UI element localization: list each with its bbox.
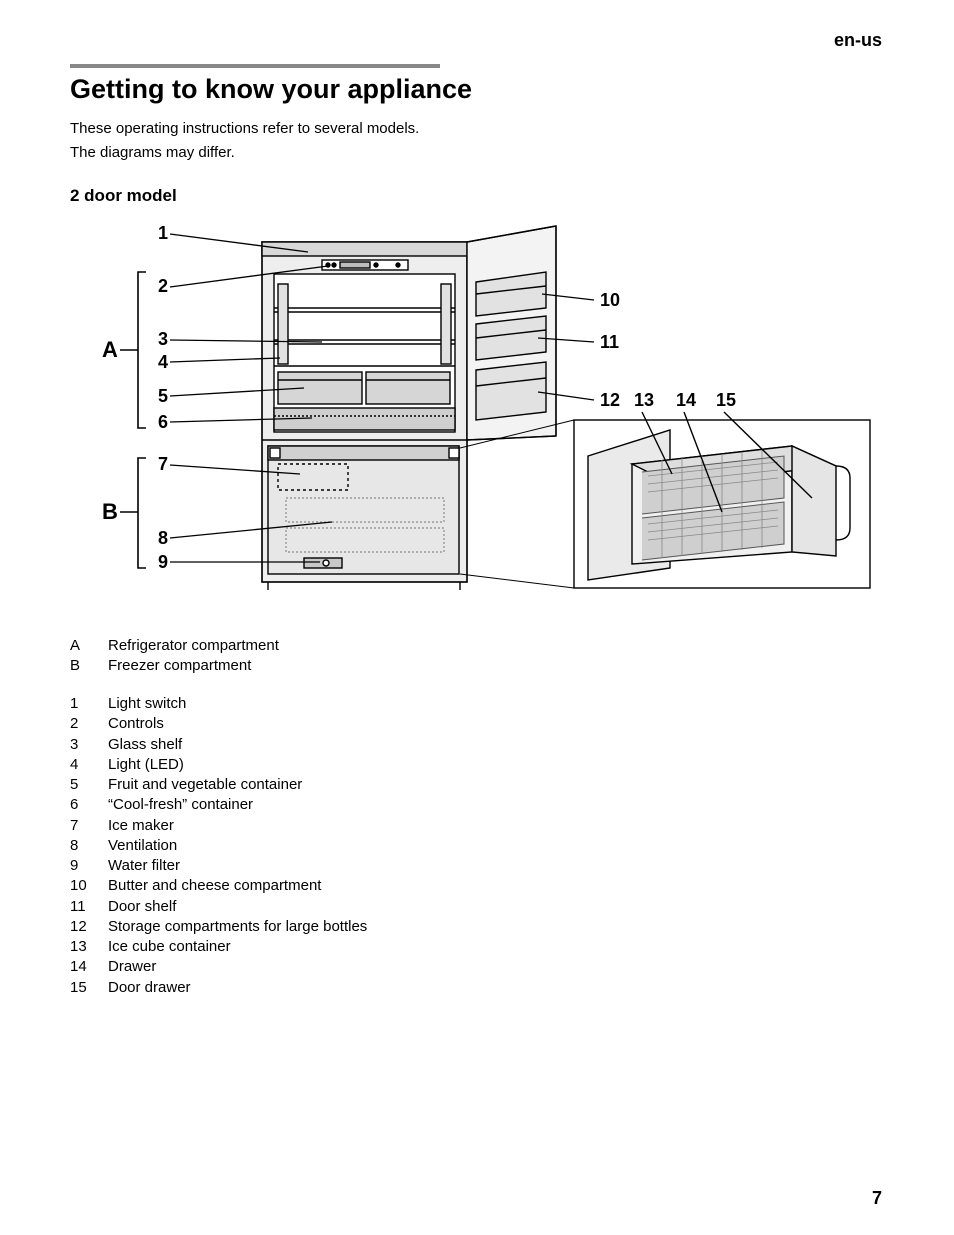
callout-7: 7 xyxy=(158,454,168,474)
legend-key: A xyxy=(70,636,108,656)
legend-key: 1 xyxy=(70,694,108,714)
legend-key: 15 xyxy=(70,978,108,998)
legend-text: Door shelf xyxy=(108,897,176,917)
language-code: en-us xyxy=(834,30,882,51)
legend-key: 6 xyxy=(70,795,108,815)
callout-9: 9 xyxy=(158,552,168,572)
legend-row: 12Storage compartments for large bottles xyxy=(70,917,884,937)
page-number: 7 xyxy=(872,1188,882,1209)
manual-page: en-us Getting to know your appliance The… xyxy=(0,0,954,1235)
legend-key: 9 xyxy=(70,856,108,876)
callout-4: 4 xyxy=(158,352,168,372)
intro-line: These operating instructions refer to se… xyxy=(70,119,884,139)
intro-text: These operating instructions refer to se… xyxy=(70,119,884,164)
legend-key: 14 xyxy=(70,957,108,977)
legend-key: 8 xyxy=(70,836,108,856)
callout-10: 10 xyxy=(600,290,620,310)
legend-key: 3 xyxy=(70,735,108,755)
legend-key: 10 xyxy=(70,876,108,896)
legend-row: 8Ventilation xyxy=(70,836,884,856)
legend-key: 13 xyxy=(70,937,108,957)
legend-text: Ice maker xyxy=(108,816,174,836)
legend-row: B Freezer compartment xyxy=(70,656,884,676)
legend-text: Butter and cheese compartment xyxy=(108,876,321,896)
callout-8: 8 xyxy=(158,528,168,548)
callout-5: 5 xyxy=(158,386,168,406)
legend-row: 10Butter and cheese compartment xyxy=(70,876,884,896)
legend-text: Light switch xyxy=(108,694,186,714)
legend-key: 11 xyxy=(70,897,108,917)
legend-row: 14Drawer xyxy=(70,957,884,977)
callout-1: 1 xyxy=(158,223,168,243)
legend-key: 7 xyxy=(70,816,108,836)
section-rule xyxy=(70,64,440,68)
legend-text: Ventilation xyxy=(108,836,177,856)
legend-row: 11Door shelf xyxy=(70,897,884,917)
callout-B: B xyxy=(102,499,118,524)
legend-key: 5 xyxy=(70,775,108,795)
callout-2: 2 xyxy=(158,276,168,296)
legend-row: 6“Cool-fresh” container xyxy=(70,795,884,815)
legend-text: Controls xyxy=(108,714,164,734)
legend-row: 9Water filter xyxy=(70,856,884,876)
callout-13: 13 xyxy=(634,390,654,410)
legend-key: 2 xyxy=(70,714,108,734)
legend-row: 15Door drawer xyxy=(70,978,884,998)
legend-text: Water filter xyxy=(108,856,180,876)
callout-A: A xyxy=(102,337,118,362)
callout-3: 3 xyxy=(158,329,168,349)
legend-text: Light (LED) xyxy=(108,755,184,775)
legend-text: Glass shelf xyxy=(108,735,182,755)
callout-11: 11 xyxy=(600,332,619,352)
legend-sections: A Refrigerator compartment B Freezer com… xyxy=(70,636,884,695)
legend-text: Refrigerator compartment xyxy=(108,636,279,656)
legend-parts: 1Light switch2Controls3Glass shelf4Light… xyxy=(70,694,884,998)
legend-text: Storage compartments for large bottles xyxy=(108,917,367,937)
legend-text: Fruit and vegetable container xyxy=(108,775,302,795)
callout-14: 14 xyxy=(676,390,696,410)
callout-12: 12 xyxy=(600,390,620,410)
legend-row: 4Light (LED) xyxy=(70,755,884,775)
legend-key: 4 xyxy=(70,755,108,775)
legend-row: A Refrigerator compartment xyxy=(70,636,884,656)
legend-text: Drawer xyxy=(108,957,156,977)
callout-6: 6 xyxy=(158,412,168,432)
page-title: Getting to know your appliance xyxy=(70,74,884,105)
legend-text: Freezer compartment xyxy=(108,656,251,676)
legend-text: Ice cube container xyxy=(108,937,231,957)
legend-row: 13Ice cube container xyxy=(70,937,884,957)
intro-line: The diagrams may differ. xyxy=(70,143,884,163)
appliance-diagram: 1 2 3 4 5 6 7 8 9 A B 10 11 12 13 14 15 xyxy=(72,212,884,614)
legend-row: 1Light switch xyxy=(70,694,884,714)
legend-row: 7Ice maker xyxy=(70,816,884,836)
legend-row: 2Controls xyxy=(70,714,884,734)
legend-row: 3Glass shelf xyxy=(70,735,884,755)
legend-key: B xyxy=(70,656,108,676)
legend-key: 12 xyxy=(70,917,108,937)
callout-15: 15 xyxy=(716,390,736,410)
legend-row: 5Fruit and vegetable container xyxy=(70,775,884,795)
legend-text: Door drawer xyxy=(108,978,191,998)
legend-text: “Cool-fresh” container xyxy=(108,795,253,815)
subheading: 2 door model xyxy=(70,186,884,206)
